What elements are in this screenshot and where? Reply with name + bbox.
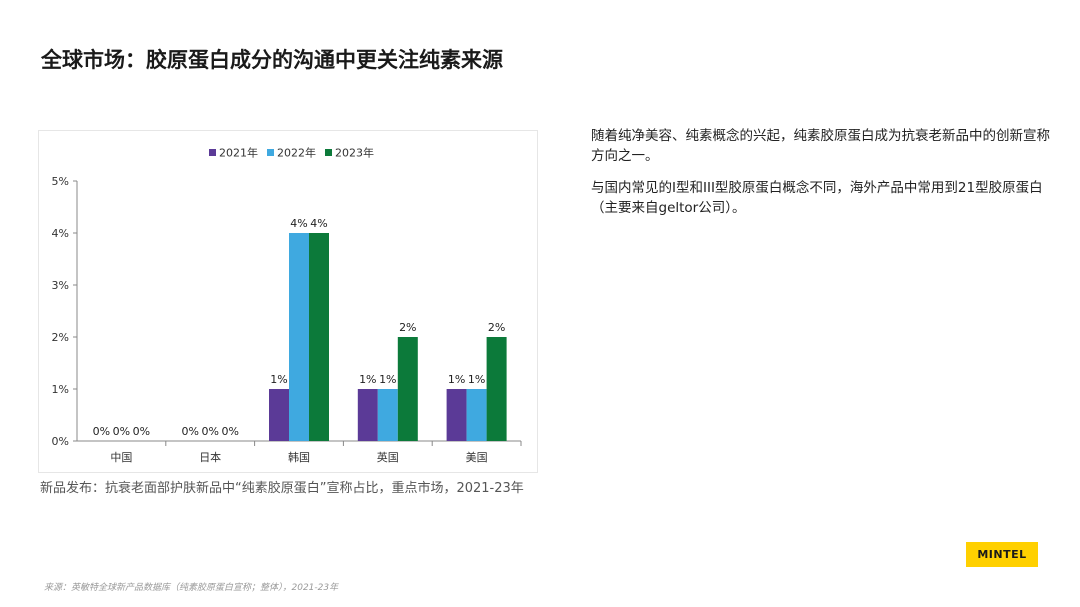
x-tick-label: 英国	[377, 450, 399, 464]
legend-swatch	[267, 149, 274, 156]
data-label: 4%	[310, 217, 327, 230]
data-label: 1%	[359, 373, 376, 386]
x-tick-label: 美国	[466, 451, 488, 464]
data-label: 1%	[468, 373, 485, 386]
data-label: 0%	[133, 425, 150, 438]
x-tick-label: 日本	[199, 450, 221, 464]
bar	[446, 389, 467, 441]
bar	[377, 389, 398, 441]
bar	[466, 389, 487, 441]
y-tick-label: 2%	[52, 331, 69, 344]
data-label: 2%	[488, 321, 505, 334]
bar	[289, 233, 309, 441]
y-tick-label: 4%	[52, 227, 69, 240]
bar	[309, 233, 329, 441]
y-tick-label: 3%	[52, 279, 69, 292]
bar	[269, 389, 289, 441]
brand-logo: MINTEL	[966, 542, 1038, 567]
data-label: 0%	[201, 425, 218, 438]
y-tick-label: 1%	[52, 383, 69, 396]
bar	[397, 337, 418, 441]
description: 随着纯净美容、纯素概念的兴起，纯素胶原蛋白成为抗衰老新品中的创新宣称方向之一。 …	[591, 126, 1051, 230]
data-label: 4%	[290, 217, 307, 230]
legend-label: 2023年	[335, 146, 374, 160]
data-label: 1%	[379, 373, 396, 386]
source-note: 来源：英敏特全球新产品数据库（纯素胶原蛋白宣称；整体），2021-23年	[44, 583, 339, 593]
chart-container: 2021年 2022年 2023年 0% 1% 2% 3% 4% 5% 0% 0% 0% 中国 0% 0% 0…	[38, 130, 538, 473]
x-tick-label: 韩国	[288, 450, 310, 464]
description-paragraph-1: 随着纯净美容、纯素概念的兴起，纯素胶原蛋白成为抗衰老新品中的创新宣称方向之一。	[591, 128, 1050, 164]
legend-label: 2022年	[277, 146, 316, 160]
y-tick-label: 5%	[52, 175, 69, 188]
slide-title: 全球市场：胶原蛋白成分的沟通中更关注纯素来源	[41, 48, 503, 72]
legend-swatch	[209, 149, 216, 156]
y-tick-label: 0%	[52, 435, 69, 448]
data-label: 1%	[448, 373, 465, 386]
data-label: 0%	[221, 425, 238, 438]
data-label: 0%	[113, 425, 130, 438]
bar	[486, 337, 507, 441]
data-label: 1%	[270, 373, 287, 386]
x-tick-label: 中国	[110, 451, 132, 464]
legend-swatch	[325, 149, 332, 156]
data-label: 0%	[93, 425, 110, 438]
description-paragraph-2: 与国内常见的I型和III型胶原蛋白概念不同，海外产品中常用到21型胶原蛋白（主要…	[591, 180, 1043, 216]
chart-caption: 新品发布：抗衰老面部护肤新品中“纯素胶原蛋白”宣称占比，重点市场，2021-23…	[40, 481, 524, 496]
bar	[357, 389, 378, 441]
legend-label: 2021年	[219, 146, 258, 160]
data-label: 0%	[181, 425, 198, 438]
data-label: 2%	[399, 321, 416, 334]
